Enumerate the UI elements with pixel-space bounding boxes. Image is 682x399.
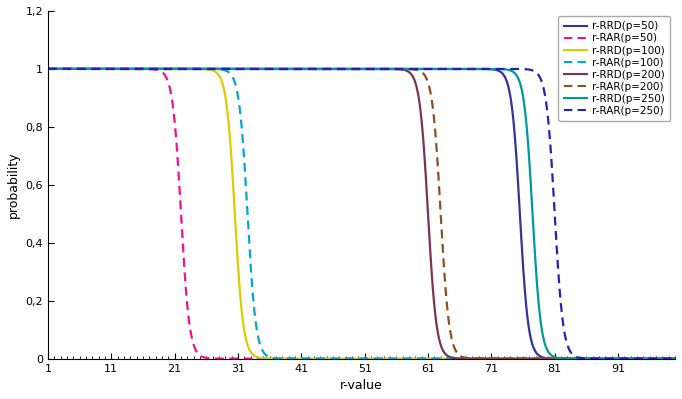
r-RAR(p=250) xyxy=(671,356,679,361)
r-RRD(p=100) xyxy=(349,356,357,361)
r-RAR(p=100) xyxy=(537,356,546,361)
r-RAR(p=100) xyxy=(671,356,679,361)
r-RAR(p=250) xyxy=(349,67,357,71)
r-RRD(p=50) xyxy=(332,67,340,71)
r-RRD(p=250) xyxy=(671,356,679,361)
r-RAR(p=200) xyxy=(653,356,661,361)
Line: r-RRD(p=200): r-RRD(p=200) xyxy=(48,69,675,359)
r-RAR(p=200) xyxy=(44,67,52,71)
r-RRD(p=250) xyxy=(332,67,340,71)
r-RAR(p=50) xyxy=(653,356,661,361)
r-RAR(p=250) xyxy=(332,67,340,71)
r-RAR(p=50) xyxy=(349,356,357,361)
r-RAR(p=100) xyxy=(653,356,661,361)
r-RRD(p=100) xyxy=(653,356,661,361)
Line: r-RRD(p=100): r-RRD(p=100) xyxy=(48,69,675,359)
Legend: r-RRD(p=50), r-RAR(p=50), r-RRD(p=100), r-RAR(p=100), r-RRD(p=200), r-RAR(p=200): r-RRD(p=50), r-RAR(p=50), r-RRD(p=100), … xyxy=(559,16,670,121)
r-RRD(p=200) xyxy=(537,356,546,361)
r-RAR(p=50) xyxy=(537,356,546,361)
r-RRD(p=200) xyxy=(332,67,340,71)
r-RRD(p=50) xyxy=(349,67,357,71)
r-RAR(p=50) xyxy=(671,356,679,361)
r-RRD(p=100) xyxy=(76,67,84,71)
r-RAR(p=200) xyxy=(653,356,661,361)
r-RAR(p=200) xyxy=(349,67,357,71)
Line: r-RAR(p=200): r-RAR(p=200) xyxy=(48,69,675,359)
r-RRD(p=50) xyxy=(537,355,546,359)
r-RAR(p=50) xyxy=(44,67,52,71)
r-RRD(p=100) xyxy=(332,356,340,361)
r-RAR(p=250) xyxy=(76,67,84,71)
r-RAR(p=100) xyxy=(44,67,52,71)
r-RRD(p=200) xyxy=(671,356,679,361)
r-RAR(p=250) xyxy=(653,356,661,361)
r-RAR(p=250) xyxy=(44,67,52,71)
r-RRD(p=50) xyxy=(671,356,679,361)
r-RRD(p=50) xyxy=(76,67,84,71)
r-RRD(p=50) xyxy=(653,356,661,361)
r-RRD(p=200) xyxy=(44,67,52,71)
r-RAR(p=250) xyxy=(653,356,661,361)
r-RRD(p=100) xyxy=(671,356,679,361)
r-RAR(p=200) xyxy=(332,67,340,71)
r-RRD(p=100) xyxy=(44,67,52,71)
r-RAR(p=100) xyxy=(332,356,340,361)
r-RRD(p=50) xyxy=(44,67,52,71)
r-RRD(p=200) xyxy=(653,356,661,361)
r-RAR(p=50) xyxy=(332,356,340,361)
r-RAR(p=200) xyxy=(671,356,679,361)
r-RAR(p=100) xyxy=(349,356,357,361)
Y-axis label: probability: probability xyxy=(7,152,20,218)
r-RAR(p=200) xyxy=(537,356,546,361)
r-RAR(p=250) xyxy=(537,79,546,84)
r-RRD(p=200) xyxy=(653,356,661,361)
Line: r-RAR(p=100): r-RAR(p=100) xyxy=(48,69,675,359)
Line: r-RAR(p=250): r-RAR(p=250) xyxy=(48,69,675,359)
r-RRD(p=250) xyxy=(537,327,546,332)
r-RRD(p=250) xyxy=(44,67,52,71)
r-RRD(p=250) xyxy=(653,356,661,361)
r-RRD(p=200) xyxy=(349,67,357,71)
Line: r-RRD(p=50): r-RRD(p=50) xyxy=(48,69,675,359)
Line: r-RAR(p=50): r-RAR(p=50) xyxy=(48,69,675,359)
r-RRD(p=250) xyxy=(653,356,661,361)
r-RAR(p=100) xyxy=(653,356,661,361)
r-RRD(p=200) xyxy=(76,67,84,71)
r-RRD(p=50) xyxy=(653,356,661,361)
r-RAR(p=200) xyxy=(76,67,84,71)
X-axis label: r-value: r-value xyxy=(340,379,383,392)
r-RAR(p=50) xyxy=(653,356,661,361)
r-RRD(p=100) xyxy=(537,356,546,361)
r-RRD(p=100) xyxy=(653,356,661,361)
r-RRD(p=250) xyxy=(349,67,357,71)
r-RAR(p=100) xyxy=(76,67,84,71)
r-RAR(p=50) xyxy=(76,67,84,71)
Line: r-RRD(p=250): r-RRD(p=250) xyxy=(48,69,675,359)
r-RRD(p=250) xyxy=(76,67,84,71)
